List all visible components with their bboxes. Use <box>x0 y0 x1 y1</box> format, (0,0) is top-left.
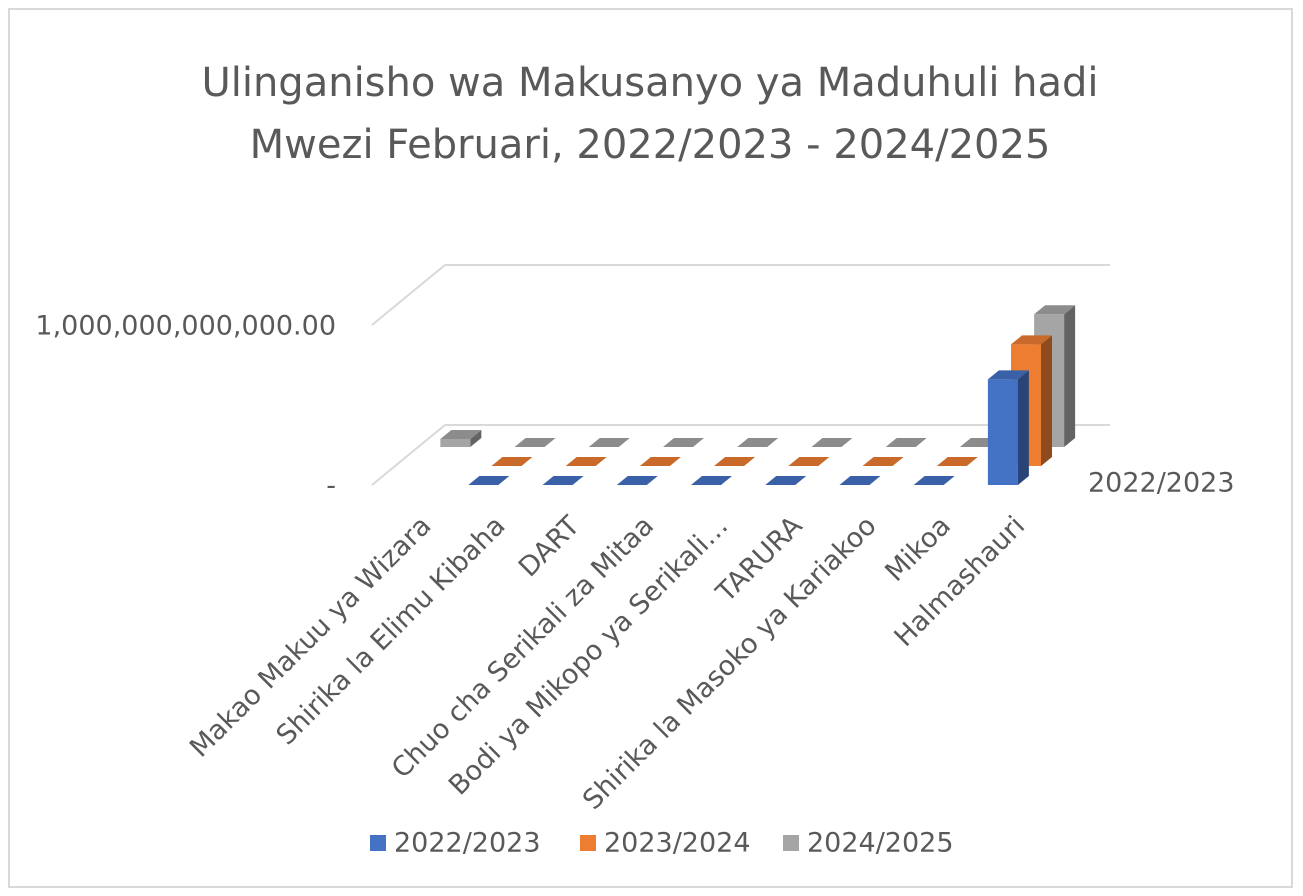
bar <box>788 457 830 466</box>
bar-top <box>737 438 779 447</box>
legend-label: 2024/2025 <box>807 828 954 859</box>
bar-side <box>1064 305 1076 447</box>
bar-top <box>588 438 630 447</box>
bar <box>936 457 978 466</box>
bar <box>714 457 756 466</box>
bar <box>811 438 853 447</box>
bar <box>737 438 779 447</box>
chart-title: Ulinganisho wa Makusanyo ya Maduhuli had… <box>201 60 1099 168</box>
bar-top <box>565 457 607 466</box>
bar-top <box>639 457 681 466</box>
grid-line <box>371 424 446 486</box>
legend-swatch <box>580 835 596 851</box>
bar <box>862 457 904 466</box>
bar-top <box>885 438 927 447</box>
bar-top <box>714 457 756 466</box>
y-tick-label: 1,000,000,000,000.00 <box>35 311 336 342</box>
bar-side <box>1017 370 1029 485</box>
bar-front <box>987 379 1018 485</box>
bar-side <box>1041 335 1053 466</box>
legend-swatch <box>783 835 799 851</box>
legend-swatch <box>370 835 386 851</box>
bar-top <box>514 438 556 447</box>
bar <box>639 457 681 466</box>
legend-label: 2022/2023 <box>394 828 541 859</box>
bar-top <box>1011 335 1053 345</box>
bar-side <box>470 430 482 447</box>
bar <box>588 438 630 447</box>
bar-top <box>542 476 584 485</box>
bar-top <box>1034 305 1076 315</box>
bar-top <box>987 370 1029 380</box>
bar <box>839 476 881 485</box>
bar-top <box>913 476 955 485</box>
grid-line <box>371 264 446 326</box>
bar-top <box>468 476 510 485</box>
bar <box>491 457 533 466</box>
bar-top <box>788 457 830 466</box>
bar <box>440 430 482 447</box>
bar <box>913 476 955 485</box>
x-tick-label: Halmashauri <box>889 510 1032 653</box>
bar-top <box>616 476 658 485</box>
bar-top <box>663 438 705 447</box>
y-tick-label: - <box>326 471 336 502</box>
bar-top <box>839 476 881 485</box>
bar-top <box>936 457 978 466</box>
bar <box>765 476 807 485</box>
bar <box>987 370 1029 485</box>
bar <box>885 438 927 447</box>
bar-top <box>862 457 904 466</box>
bar-top <box>691 476 732 485</box>
bar <box>691 476 732 485</box>
bar-top <box>440 430 482 439</box>
bar <box>514 438 556 447</box>
bar <box>565 457 607 466</box>
legend-label: 2023/2024 <box>604 828 751 859</box>
bar-top <box>765 476 807 485</box>
bar-top <box>491 457 533 466</box>
bar <box>616 476 658 485</box>
bar <box>542 476 584 485</box>
chart-frame <box>8 8 1293 888</box>
bar-top <box>811 438 853 447</box>
depth-label: 2022/2023 <box>1088 468 1235 499</box>
bar <box>468 476 510 485</box>
bar <box>663 438 705 447</box>
bar-front <box>440 439 471 447</box>
